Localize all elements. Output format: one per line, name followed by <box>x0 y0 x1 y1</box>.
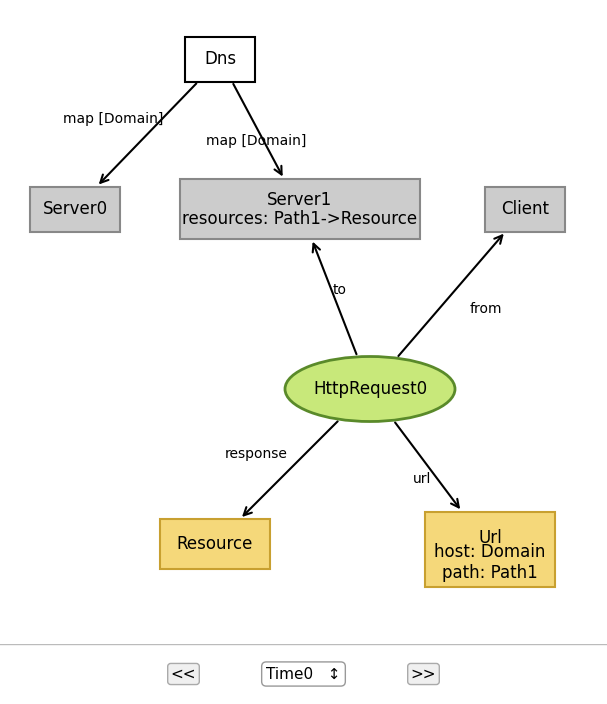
Text: Server1: Server1 <box>267 191 333 209</box>
Text: map [Domain]: map [Domain] <box>64 112 164 126</box>
Text: Dns: Dns <box>204 50 236 68</box>
Text: <<: << <box>171 667 196 681</box>
FancyBboxPatch shape <box>160 519 270 569</box>
Text: >>: >> <box>411 667 436 681</box>
Text: to: to <box>333 283 347 297</box>
Text: Url: Url <box>478 529 502 547</box>
FancyBboxPatch shape <box>180 179 420 239</box>
Text: from: from <box>470 302 502 316</box>
Ellipse shape <box>285 356 455 422</box>
FancyBboxPatch shape <box>425 512 555 586</box>
Text: resources: Path1->Resource: resources: Path1->Resource <box>183 210 418 229</box>
Text: Time0   ↕: Time0 ↕ <box>266 667 341 681</box>
Text: url: url <box>413 472 431 486</box>
Text: response: response <box>225 446 288 460</box>
Text: Client: Client <box>501 200 549 218</box>
FancyBboxPatch shape <box>485 187 565 232</box>
Text: Server0: Server0 <box>42 200 107 218</box>
FancyBboxPatch shape <box>30 187 120 232</box>
Text: map [Domain]: map [Domain] <box>206 134 307 148</box>
Text: host: Domain
path: Path1: host: Domain path: Path1 <box>435 543 546 582</box>
Text: HttpRequest0: HttpRequest0 <box>313 380 427 398</box>
FancyBboxPatch shape <box>185 37 255 82</box>
Text: Resource: Resource <box>177 535 253 553</box>
